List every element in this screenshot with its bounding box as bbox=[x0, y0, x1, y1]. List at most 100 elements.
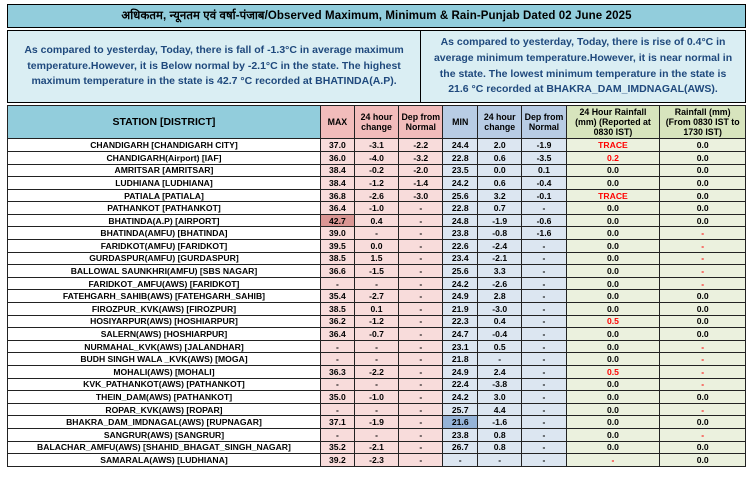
max-cell: - bbox=[319, 276, 355, 291]
max-cell: 38.5 bbox=[319, 251, 355, 266]
table-row: PATIALA [PATIALA] 36.8 -2.6 -3.0 25.6 3.2 -0.1… bbox=[7, 188, 746, 203]
station-cell: AMRITSAR [AMRITSAR] bbox=[7, 163, 321, 178]
rain-day-cell: 0.0 bbox=[659, 289, 746, 304]
station-cell: CHANDIGARH(Airport) [IAF] bbox=[7, 150, 321, 165]
max-temp-summary-text: As compared to yesterday, Today, there i… bbox=[24, 43, 404, 88]
max-dep-cell: - bbox=[398, 239, 444, 253]
rain-day-cell: 0.0 bbox=[659, 415, 746, 429]
rain-24h-cell: 0.0 bbox=[565, 201, 661, 215]
rain-day-cell: 0.0 bbox=[659, 176, 746, 190]
min-change-cell: 0.8 bbox=[477, 440, 523, 455]
min-dep-cell: - bbox=[521, 314, 567, 329]
min-dep-cell: -3.5 bbox=[521, 150, 567, 165]
max-cell: 37.1 bbox=[319, 415, 355, 429]
rain-day-cell: 0.0 bbox=[659, 302, 746, 316]
rain-24h-cell: 0.0 bbox=[565, 264, 661, 278]
rain-day-cell: - bbox=[659, 365, 746, 379]
rain-24h-cell: 0.0 bbox=[565, 251, 661, 266]
min-dep-cell: - bbox=[521, 377, 567, 392]
rain-day-cell: - bbox=[659, 276, 746, 291]
header-rainfall-24h: 24 Hour Rainfall (mm) (Reported at 0830 … bbox=[565, 104, 661, 140]
table-row: SAMARALA(AWS) [LUDHIANA] 39.2 -2.3- - - - -0.0 bbox=[7, 453, 746, 467]
max-dep-cell: - bbox=[398, 289, 444, 304]
max-change-cell: - bbox=[353, 276, 400, 291]
max-dep-cell: - bbox=[398, 352, 444, 366]
station-cell: BHAKRA_DAM_IMDNAGAL(AWS) [RUPNAGAR] bbox=[7, 415, 321, 429]
rain-24h-cell: 0.0 bbox=[565, 289, 661, 304]
min-change-cell: -2.6 bbox=[477, 276, 523, 291]
min-cell: 23.5 bbox=[442, 163, 479, 178]
max-change-cell: - bbox=[353, 226, 400, 241]
max-dep-cell: - bbox=[398, 264, 444, 278]
min-change-cell: 0.7 bbox=[477, 201, 523, 215]
min-change-cell: -2.4 bbox=[477, 239, 523, 253]
min-dep-cell: - bbox=[521, 239, 567, 253]
min-change-cell: -2.1 bbox=[477, 251, 523, 266]
min-dep-cell: - bbox=[521, 276, 567, 291]
max-cell: 35.2 bbox=[319, 440, 355, 455]
min-cell: 22.3 bbox=[442, 314, 479, 329]
table-row: FIROZPUR_KVK(AWS) [FIROZPUR] 38.5 0.1-21.9… bbox=[7, 302, 746, 316]
rain-day-cell: - bbox=[659, 339, 746, 354]
header-station: STATION [DISTRICT] bbox=[7, 104, 321, 140]
min-dep-cell: - bbox=[521, 440, 567, 455]
max-change-cell: -1.5 bbox=[353, 264, 400, 278]
min-change-cell: -3.0 bbox=[477, 302, 523, 316]
rain-day-cell: 0.0 bbox=[659, 314, 746, 329]
rain-24h-cell: 0.0 bbox=[565, 352, 661, 366]
station-cell: FARIDKOT_AMFU(AWS) [FARIDKOT] bbox=[7, 276, 321, 291]
table-row: SALERN(AWS) [HOSHIARPUR] 36.4 -0.7-24.7 -0.… bbox=[7, 327, 746, 341]
header-max: MAX bbox=[319, 104, 355, 140]
max-dep-cell: -2.0 bbox=[398, 163, 444, 178]
summary-section: As compared to yesterday, Today, there i… bbox=[7, 30, 746, 103]
station-cell: FATEHGARH_SAHIB(AWS) [FATEHGARH_SAHIB] bbox=[7, 289, 321, 304]
table-row: HOSIYARPUR(AWS) [HOSHIARPUR] 36.2 -1.2-22.… bbox=[7, 314, 746, 329]
max-dep-cell: - bbox=[398, 428, 444, 442]
max-cell: 36.2 bbox=[319, 314, 355, 329]
table-row: CHANDIGARH(Airport) [IAF] 36.0 -4.0 -3.2 22.… bbox=[7, 150, 746, 165]
table-header-row: STATION [DISTRICT] MAX 24 hour change De… bbox=[7, 104, 746, 140]
max-dep-cell: - bbox=[398, 302, 444, 316]
rain-day-cell: - bbox=[659, 264, 746, 278]
station-cell: BALACHAR_AMFU(AWS) [SHAHID_BHAGAT_SINGH_… bbox=[7, 440, 321, 455]
min-change-cell: -1.9 bbox=[477, 213, 523, 228]
table-row: FATEHGARH_SAHIB(AWS) [FATEHGARH_SAHIB] 35… bbox=[7, 289, 746, 304]
min-cell: 21.8 bbox=[442, 352, 479, 366]
station-cell: FARIDKOT(AMFU) [FARIDKOT] bbox=[7, 239, 321, 253]
table-row: NURMAHAL_KVK(AWS) [JALANDHAR] - - -23.1 0.5-… bbox=[7, 339, 746, 354]
max-dep-cell: - bbox=[398, 339, 444, 354]
min-cell: 24.2 bbox=[442, 390, 479, 404]
header-min-24h-change: 24 hour change bbox=[477, 104, 523, 140]
table-row: BHAKRA_DAM_IMDNAGAL(AWS) [RUPNAGAR] 37.1-… bbox=[7, 415, 746, 429]
max-change-cell: - bbox=[353, 428, 400, 442]
max-cell: 39.5 bbox=[319, 239, 355, 253]
min-dep-cell: 0.1 bbox=[521, 163, 567, 178]
max-change-cell: -2.3 bbox=[353, 453, 400, 467]
min-dep-cell: - bbox=[521, 264, 567, 278]
min-cell: 24.7 bbox=[442, 327, 479, 341]
min-cell: 21.6 bbox=[442, 415, 479, 429]
max-cell: 36.8 bbox=[319, 188, 355, 203]
min-dep-cell: - bbox=[521, 390, 567, 404]
min-cell: 25.7 bbox=[442, 402, 479, 417]
table-row: THEIN_DAM(AWS) [PATHANKOT] 35.0 -1.0-24.2 3… bbox=[7, 390, 746, 404]
max-cell: 38.4 bbox=[319, 176, 355, 190]
station-cell: ROPAR_KVK(AWS) [ROPAR] bbox=[7, 402, 321, 417]
rain-24h-cell: 0.0 bbox=[565, 440, 661, 455]
station-cell: CHANDIGARH [CHANDIGARH CITY] bbox=[7, 138, 321, 152]
max-dep-cell: - bbox=[398, 440, 444, 455]
max-dep-cell: -3.0 bbox=[398, 188, 444, 203]
max-cell: - bbox=[319, 402, 355, 417]
station-cell: THEIN_DAM(AWS) [PATHANKOT] bbox=[7, 390, 321, 404]
max-dep-cell: - bbox=[398, 402, 444, 417]
table-row: FARIDKOT(AMFU) [FARIDKOT] 39.5 0.0-22.6 -2.… bbox=[7, 239, 746, 253]
observation-table: STATION [DISTRICT] MAX 24 hour change De… bbox=[7, 104, 746, 467]
table-row: BALLOWAL SAUNKHRI(AMFU) [SBS NAGAR] 36.6-… bbox=[7, 264, 746, 278]
min-dep-cell: - bbox=[521, 428, 567, 442]
station-cell: BUDH SINGH WALA _KVK(AWS) [MOGA] bbox=[7, 352, 321, 366]
rain-day-cell: - bbox=[659, 251, 746, 266]
rain-24h-cell: 0.5 bbox=[565, 365, 661, 379]
station-cell: BHATINDA(A.P) [AIRPORT] bbox=[7, 213, 321, 228]
rain-day-cell: - bbox=[659, 377, 746, 392]
